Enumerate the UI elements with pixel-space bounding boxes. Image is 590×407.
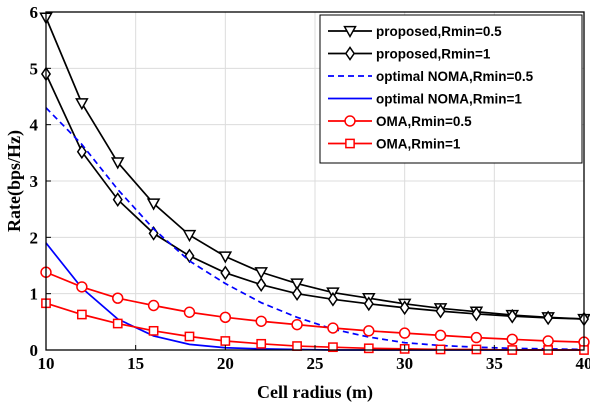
data-point xyxy=(471,306,482,322)
data-point xyxy=(292,341,302,351)
legend-label: optimal NOMA,Rmin=0.5 xyxy=(376,69,534,84)
y-tick-label: 4 xyxy=(30,116,39,135)
series-line xyxy=(45,17,585,320)
data-point xyxy=(363,325,375,337)
y-axis-title: Rate(bps/Hz) xyxy=(4,130,25,232)
legend-label: proposed,Rmin=1 xyxy=(376,47,491,62)
data-point xyxy=(507,308,518,324)
legend-entry: OMA,Rmin=1 xyxy=(328,137,461,152)
x-tick-label: 35 xyxy=(486,354,503,373)
legend-entry: proposed,Rmin=0.5 xyxy=(328,24,502,39)
legend-label: proposed,Rmin=0.5 xyxy=(376,24,502,39)
data-point xyxy=(182,229,197,243)
legend-label: optimal NOMA,Rmin=1 xyxy=(376,92,522,107)
x-tick-label: 15 xyxy=(127,354,144,373)
data-point xyxy=(256,338,267,349)
data-point xyxy=(290,278,304,291)
data-point xyxy=(327,291,338,307)
data-point xyxy=(254,267,268,280)
data-point xyxy=(76,309,87,320)
data-point xyxy=(363,296,374,312)
legend-label: OMA,Rmin=0.5 xyxy=(376,114,472,129)
data-point xyxy=(219,311,232,324)
data-point xyxy=(220,336,231,346)
x-tick-label: 25 xyxy=(307,354,324,373)
x-tick-label: 30 xyxy=(396,354,413,373)
legend-label: OMA,Rmin=1 xyxy=(376,137,461,152)
data-point xyxy=(327,322,339,334)
data-point xyxy=(184,331,195,342)
data-point xyxy=(220,265,231,281)
data-point xyxy=(110,157,125,170)
axis-ticks: 10 15 20 25 30 35 40 0 1 2 3 4 5 6 xyxy=(30,3,590,373)
data-point xyxy=(543,310,554,326)
data-point xyxy=(345,138,355,149)
x-tick-label: 20 xyxy=(217,354,234,373)
data-point xyxy=(470,331,483,344)
data-point xyxy=(506,333,518,345)
series-2 xyxy=(40,66,590,327)
legend-entry: proposed,Rmin=1 xyxy=(328,46,491,62)
y-tick-label: 2 xyxy=(30,228,39,247)
data-point xyxy=(146,198,161,211)
y-tick-label: 5 xyxy=(30,59,39,78)
data-point xyxy=(76,281,88,293)
data-point xyxy=(75,98,89,111)
x-tick-label: 40 xyxy=(576,354,590,373)
data-point xyxy=(256,277,267,293)
y-tick-label: 3 xyxy=(30,172,39,191)
data-point xyxy=(344,46,356,61)
y-tick-label: 1 xyxy=(30,285,39,304)
legend: proposed,Rmin=0.5 proposed,Rmin=1 optimal … xyxy=(319,14,583,164)
x-axis-title: Cell radius (m) xyxy=(257,382,373,403)
data-point xyxy=(112,318,123,329)
data-point xyxy=(112,192,123,207)
data-point xyxy=(434,329,447,342)
data-point xyxy=(542,335,554,347)
data-point xyxy=(399,300,410,316)
legend-entry: optimal NOMA,Rmin=1 xyxy=(328,92,522,107)
data-point xyxy=(398,327,411,339)
data-point xyxy=(255,315,267,327)
data-point xyxy=(343,25,357,39)
data-point xyxy=(363,343,374,354)
data-point xyxy=(218,251,233,264)
data-point xyxy=(147,299,160,312)
data-point xyxy=(148,325,159,336)
data-point xyxy=(76,144,87,160)
data-point xyxy=(328,342,338,353)
data-point xyxy=(435,303,446,319)
legend-entry: optimal NOMA,Rmin=0.5 xyxy=(328,69,534,84)
series-line xyxy=(45,271,585,343)
series-line xyxy=(45,73,585,320)
data-point xyxy=(291,318,303,331)
legend-entry: OMA,Rmin=0.5 xyxy=(328,114,472,129)
y-tick-label: 6 xyxy=(30,3,39,22)
data-point xyxy=(344,115,356,127)
data-point xyxy=(112,292,124,304)
x-tick-label: 10 xyxy=(38,354,55,373)
y-tick-label: 0 xyxy=(30,341,39,360)
data-point xyxy=(183,306,196,318)
plot-frame xyxy=(45,11,585,351)
legend-box xyxy=(319,14,583,164)
data-point xyxy=(292,286,303,302)
